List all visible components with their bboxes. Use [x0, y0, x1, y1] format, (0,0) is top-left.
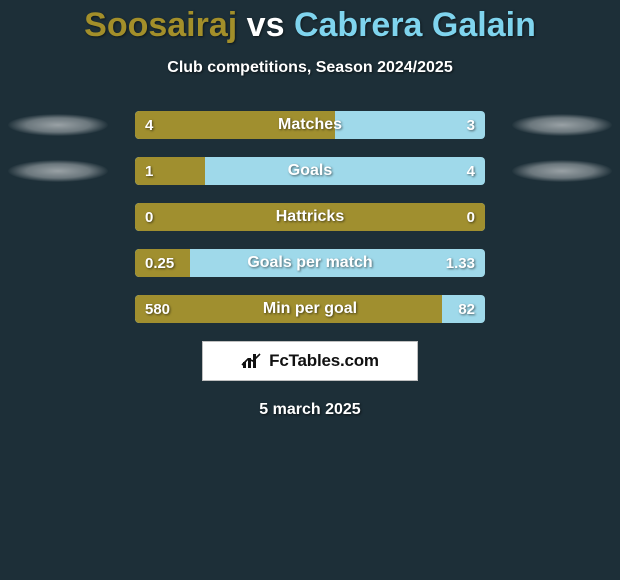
vs-label: vs: [247, 6, 285, 44]
stat-row: 00Hattricks: [0, 203, 620, 231]
logo-text: FcTables.com: [269, 351, 379, 371]
subtitle: Club competitions, Season 2024/2025: [0, 59, 620, 77]
right-value: 3: [467, 111, 475, 139]
player2-name: Cabrera Galain: [294, 6, 536, 44]
left-ellipse: [8, 160, 108, 182]
stat-bar: 00Hattricks: [135, 203, 485, 231]
stat-bar: 14Goals: [135, 157, 485, 185]
stats-chart: 43Matches 14Goals 00Hattricks 0.251.33Goals…: [0, 111, 620, 323]
stat-bar: 58082Min per goal: [135, 295, 485, 323]
right-ellipse: [512, 114, 612, 136]
stat-bar: 0.251.33Goals per match: [135, 249, 485, 277]
left-fill: [135, 157, 205, 185]
date-label: 5 march 2025: [0, 401, 620, 419]
right-value: 4: [467, 157, 475, 185]
left-fill: [135, 111, 335, 139]
left-fill: [135, 249, 190, 277]
left-ellipse: [8, 114, 108, 136]
left-fill: [135, 295, 442, 323]
stat-row: 43Matches: [0, 111, 620, 139]
fctables-logo: FcTables.com: [202, 341, 418, 381]
comparison-title: Soosairaj vs Cabrera Galain: [0, 0, 620, 45]
right-ellipse: [512, 160, 612, 182]
player1-name: Soosairaj: [84, 6, 237, 44]
stat-row: 58082Min per goal: [0, 295, 620, 323]
left-fill: [135, 203, 485, 231]
stat-row: 14Goals: [0, 157, 620, 185]
right-value: 82: [458, 295, 475, 323]
barchart-icon: [241, 352, 263, 370]
stat-row: 0.251.33Goals per match: [0, 249, 620, 277]
stat-bar: 43Matches: [135, 111, 485, 139]
right-value: 1.33: [446, 249, 475, 277]
